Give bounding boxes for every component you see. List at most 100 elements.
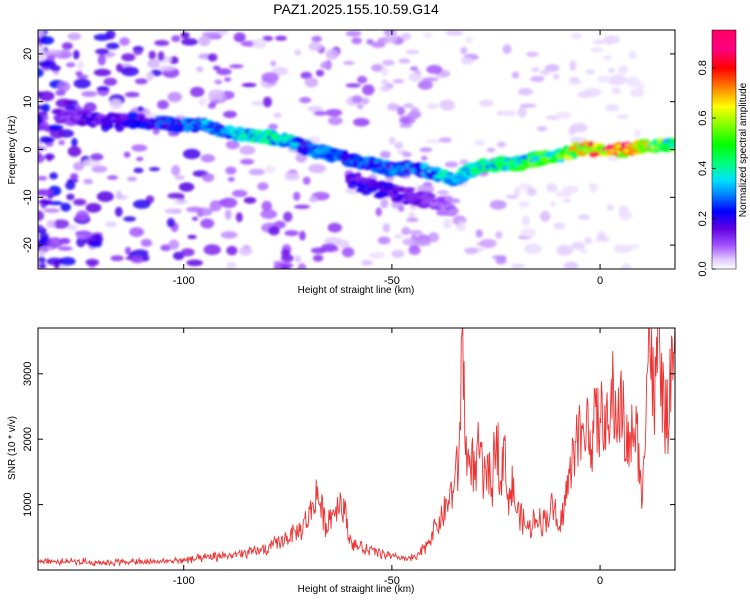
noise-blob <box>238 247 253 256</box>
noise-blob <box>406 217 419 222</box>
x-tick-label: -100 <box>173 575 195 587</box>
colorbar-tick-label: 0.2 <box>697 211 709 226</box>
noise-blob <box>439 99 456 111</box>
noise-blob <box>608 80 625 86</box>
noise-blob <box>93 68 112 77</box>
noise-blob <box>158 65 176 71</box>
noise-blob <box>46 237 63 248</box>
noise-blob <box>526 187 537 197</box>
noise-blob <box>613 244 628 254</box>
snr-series-line <box>38 328 675 567</box>
noise-blob <box>398 205 405 212</box>
noise-blob <box>241 82 257 88</box>
noise-blob <box>518 201 530 208</box>
noise-blob <box>388 136 396 145</box>
noise-blob <box>207 103 216 109</box>
noise-blob <box>59 257 76 266</box>
noise-blob <box>38 224 44 230</box>
noise-blob <box>402 238 416 246</box>
noise-blob <box>38 91 55 102</box>
noise-blob <box>474 139 486 147</box>
noise-blob <box>634 129 641 138</box>
noise-blob <box>397 106 405 116</box>
y-tick-label: 1000 <box>22 492 34 516</box>
noise-blob <box>49 128 65 139</box>
spectrogram-ridge-layer <box>51 108 675 217</box>
noise-blob <box>530 75 545 83</box>
noise-blob <box>568 126 576 136</box>
noise-blob <box>166 208 177 214</box>
noise-blob <box>207 53 218 62</box>
noise-blob <box>227 177 235 182</box>
noise-blob <box>408 246 421 256</box>
noise-blob <box>545 115 560 120</box>
noise-blob <box>517 107 527 118</box>
noise-blob <box>391 201 401 209</box>
noise-blob <box>590 47 604 53</box>
colorbar-label: Normalized spectral amplitude <box>738 82 749 217</box>
snr-x-label: Height of straight line (km) <box>298 584 415 595</box>
noise-blob <box>83 178 94 185</box>
noise-blob <box>208 89 225 101</box>
noise-blob <box>123 216 136 222</box>
ridge-cell <box>377 191 391 197</box>
noise-blob <box>439 137 452 143</box>
noise-blob <box>377 236 391 245</box>
noise-blob <box>38 175 48 181</box>
noise-blob <box>308 41 323 52</box>
noise-blob <box>371 64 384 72</box>
noise-blob <box>428 232 439 243</box>
noise-blob <box>524 243 542 255</box>
noise-blob <box>571 241 585 250</box>
colorbar-tick-label: 0.6 <box>697 110 709 125</box>
noise-blob <box>252 38 267 49</box>
noise-blob <box>636 83 645 90</box>
noise-blob <box>173 199 189 205</box>
noise-blob <box>75 230 92 240</box>
spectrogram-y-ticks: -20 -10 0 10 20 <box>22 48 675 253</box>
noise-blob <box>342 60 355 65</box>
noise-blob <box>73 161 84 171</box>
noise-blob <box>379 150 391 159</box>
noise-blob <box>140 238 153 247</box>
noise-blob <box>38 115 44 125</box>
noise-blob <box>437 190 449 196</box>
noise-blob <box>502 44 512 55</box>
noise-blob <box>42 137 55 143</box>
noise-blob <box>261 72 279 83</box>
noise-blob <box>283 211 293 222</box>
noise-blob <box>618 205 629 215</box>
noise-blob <box>106 42 120 50</box>
noise-blob <box>89 241 102 248</box>
colorbar-frame <box>711 29 737 270</box>
noise-blob <box>75 70 83 77</box>
noise-blob <box>540 210 551 222</box>
noise-blob <box>154 40 170 46</box>
noise-blob <box>311 35 322 43</box>
noise-blob <box>546 184 559 193</box>
noise-blob <box>577 214 590 220</box>
noise-blob <box>262 35 274 42</box>
colorbar-tick-label: 0.4 <box>697 161 709 176</box>
noise-blob <box>422 77 439 82</box>
noise-blob <box>336 239 350 248</box>
noise-blob <box>381 79 389 86</box>
noise-blob <box>605 35 613 46</box>
ridge-cell <box>355 172 362 178</box>
noise-blob <box>114 206 123 217</box>
noise-blob <box>83 102 97 113</box>
noise-blob <box>360 97 370 105</box>
noise-blob <box>107 175 119 180</box>
snr-background <box>38 328 675 570</box>
noise-blob <box>299 230 306 241</box>
colorbar: 0.0 0.2 0.4 0.6 0.8 Normalized spectral ampl… <box>697 29 749 277</box>
noise-blob <box>275 35 287 41</box>
noise-blob <box>501 109 517 117</box>
ridge-cell <box>428 193 436 198</box>
noise-blob <box>519 103 537 108</box>
noise-blob <box>308 163 327 174</box>
noise-blob <box>479 100 495 107</box>
spectrogram-x-label: Height of straight line (km) <box>298 285 415 296</box>
noise-blob <box>475 229 483 238</box>
